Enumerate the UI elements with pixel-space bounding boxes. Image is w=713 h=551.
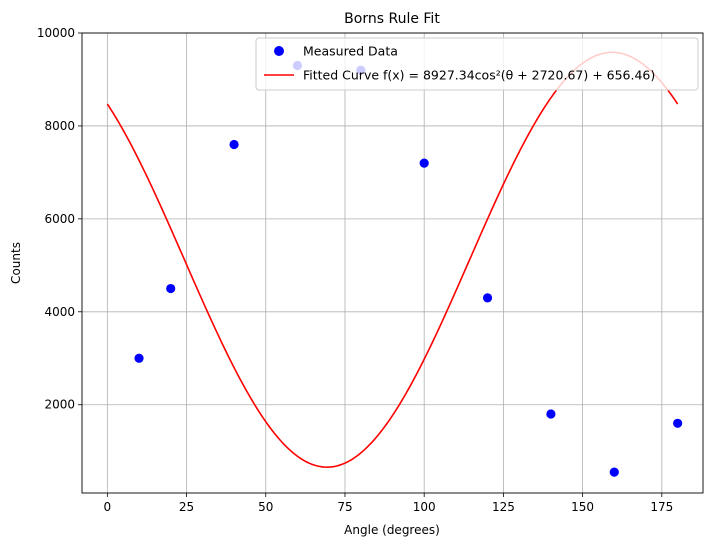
legend-marker-measured bbox=[274, 46, 284, 56]
x-tick-label: 0 bbox=[104, 500, 112, 514]
x-tick-label: 50 bbox=[258, 500, 273, 514]
legend: Measured Data Fitted Curve f(x) = 8927.3… bbox=[255, 37, 699, 91]
data-point bbox=[419, 158, 429, 168]
y-tick-label: 8000 bbox=[44, 119, 75, 133]
y-axis-ticks: 2000 4000 6000 8000 10000 bbox=[37, 26, 82, 412]
y-tick-label: 2000 bbox=[44, 398, 75, 412]
y-tick-label: 10000 bbox=[37, 26, 75, 40]
plot-frame bbox=[81, 32, 704, 494]
data-point bbox=[609, 467, 619, 477]
x-tick-label: 100 bbox=[413, 500, 436, 514]
x-tick-label: 25 bbox=[179, 500, 194, 514]
x-tick-label: 125 bbox=[492, 500, 515, 514]
legend-box bbox=[255, 37, 699, 91]
y-tick-label: 6000 bbox=[44, 212, 75, 226]
legend-label-measured: Measured Data bbox=[303, 44, 398, 59]
data-point bbox=[134, 353, 144, 363]
y-tick-label: 4000 bbox=[44, 305, 75, 319]
x-axis-ticks: 0 25 50 75 100 125 150 175 bbox=[104, 493, 673, 514]
data-point bbox=[229, 139, 239, 150]
chart-title: Borns Rule Fit bbox=[344, 11, 440, 27]
x-tick-label: 175 bbox=[650, 500, 673, 514]
data-point bbox=[673, 418, 683, 428]
x-axis-label: Angle (degrees) bbox=[344, 523, 440, 537]
x-tick-label: 150 bbox=[571, 500, 594, 514]
x-tick-label: 75 bbox=[337, 500, 352, 514]
data-point bbox=[166, 283, 176, 294]
y-axis-label: Counts bbox=[9, 242, 23, 284]
data-point bbox=[546, 409, 556, 419]
legend-label-fitted: Fitted Curve f(x) = 8927.34cos²(θ + 2720… bbox=[303, 68, 655, 83]
data-point bbox=[482, 293, 493, 303]
